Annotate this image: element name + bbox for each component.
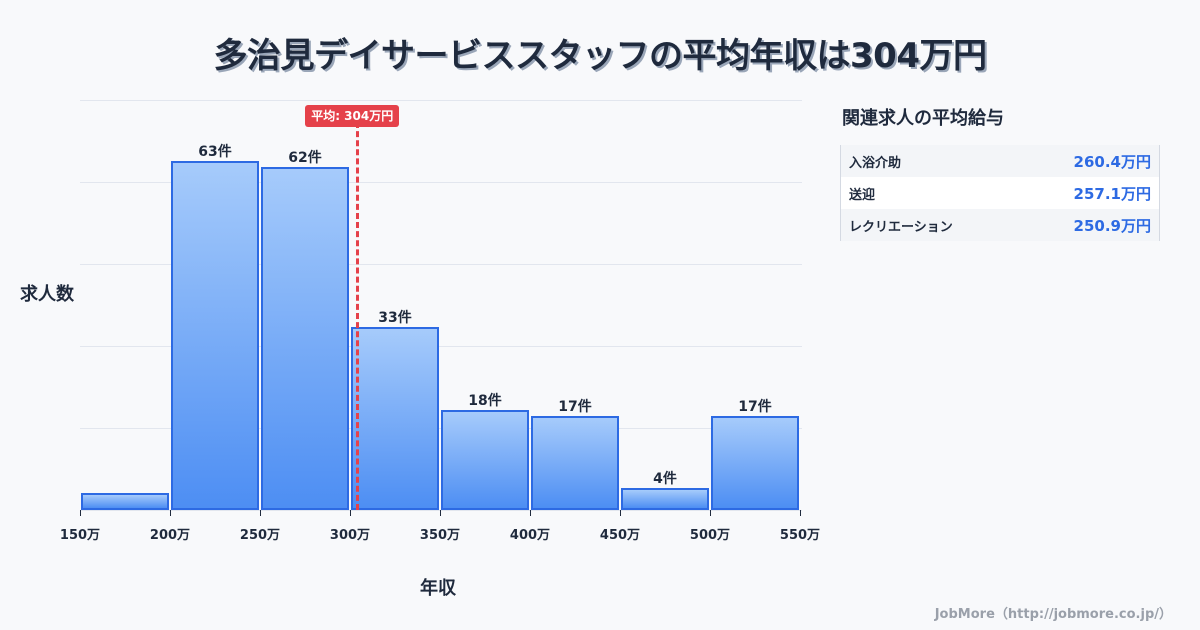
x-tick-label: 150万 xyxy=(59,528,101,543)
average-badge: 平均: 304万円 xyxy=(305,105,400,127)
bar-count-label: 63件 xyxy=(198,143,232,160)
gridline xyxy=(80,510,802,511)
x-tick xyxy=(260,510,261,516)
histogram-bar: 33件 xyxy=(351,310,439,510)
gridline xyxy=(80,346,802,347)
average-line xyxy=(356,122,360,510)
related-row: 入浴介助 260.4万円 xyxy=(841,145,1159,177)
bar-count-label: 17件 xyxy=(558,398,592,415)
bar-count-label: 18件 xyxy=(468,393,502,410)
related-value: 250.9万円 xyxy=(1073,216,1151,235)
histogram-bar: 17件 xyxy=(711,399,799,510)
histogram-bar: 17件 xyxy=(531,399,619,510)
x-tick-label: 550万 xyxy=(779,528,821,543)
x-tick-label: 350万 xyxy=(419,528,461,543)
x-tick xyxy=(170,510,171,516)
chart-title: 多治見デイサービススタッフの平均年収は304万円 xyxy=(213,36,987,76)
bar-count-label: 4件 xyxy=(653,470,677,487)
bar-count-label: 33件 xyxy=(378,310,412,327)
x-tick xyxy=(80,510,81,516)
related-title: 関連求人の平均給与 xyxy=(842,108,1004,129)
bar-count-label: 17件 xyxy=(738,398,772,415)
related-table: 入浴介助 260.4万円 送迎 257.1万円 レクリエーション 250.9万円 xyxy=(840,145,1160,241)
x-tick xyxy=(620,510,621,516)
footer-credit: JobMore（http://jobmore.co.jp/） xyxy=(934,607,1172,622)
related-name: 送迎 xyxy=(849,187,876,203)
gridline xyxy=(80,264,802,265)
x-axis-label: 年収 xyxy=(420,578,456,599)
related-name: レクリエーション xyxy=(849,219,953,235)
x-tick-label: 300万 xyxy=(329,528,371,543)
related-value: 260.4万円 xyxy=(1073,152,1151,171)
x-tick-label: 200万 xyxy=(149,528,191,543)
x-tick xyxy=(710,510,711,516)
x-tick-label: 400万 xyxy=(509,528,551,543)
related-row: レクリエーション 250.9万円 xyxy=(841,209,1159,241)
bar-count-label: 62件 xyxy=(288,149,322,166)
x-tick-label: 250万 xyxy=(239,528,281,543)
x-tick xyxy=(530,510,531,516)
related-name: 入浴介助 xyxy=(849,155,902,171)
x-tick xyxy=(800,510,801,516)
gridline xyxy=(80,100,802,101)
x-tick xyxy=(440,510,441,516)
x-tick xyxy=(350,510,351,516)
histogram-bar: 4件 xyxy=(621,471,709,510)
x-tick-label: 450万 xyxy=(599,528,641,543)
histogram-bar: 63件 xyxy=(171,144,259,510)
related-value: 257.1万円 xyxy=(1073,184,1151,203)
related-row: 送迎 257.1万円 xyxy=(841,177,1159,209)
gridline xyxy=(80,182,802,183)
histogram-bar: 18件 xyxy=(441,393,529,510)
y-axis-label: 求人数 xyxy=(20,284,74,305)
histogram-bar: 62件 xyxy=(261,150,349,510)
histogram-plot: 63件 62件 33件 18件 17件 4件 17件 xyxy=(80,100,802,511)
x-tick-label: 500万 xyxy=(689,528,731,543)
histogram-bar xyxy=(81,493,169,510)
